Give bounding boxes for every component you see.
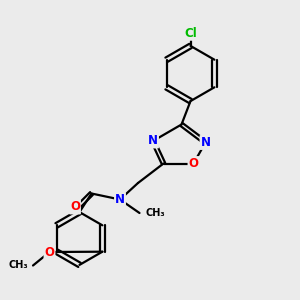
Text: Cl: Cl bbox=[184, 27, 197, 40]
Text: N: N bbox=[200, 136, 211, 149]
Text: O: O bbox=[70, 200, 80, 214]
Text: CH₃: CH₃ bbox=[9, 260, 28, 271]
Text: O: O bbox=[188, 157, 199, 170]
Text: O: O bbox=[44, 245, 55, 259]
Text: N: N bbox=[115, 193, 125, 206]
Text: CH₃: CH₃ bbox=[146, 208, 165, 218]
Text: N: N bbox=[148, 134, 158, 148]
